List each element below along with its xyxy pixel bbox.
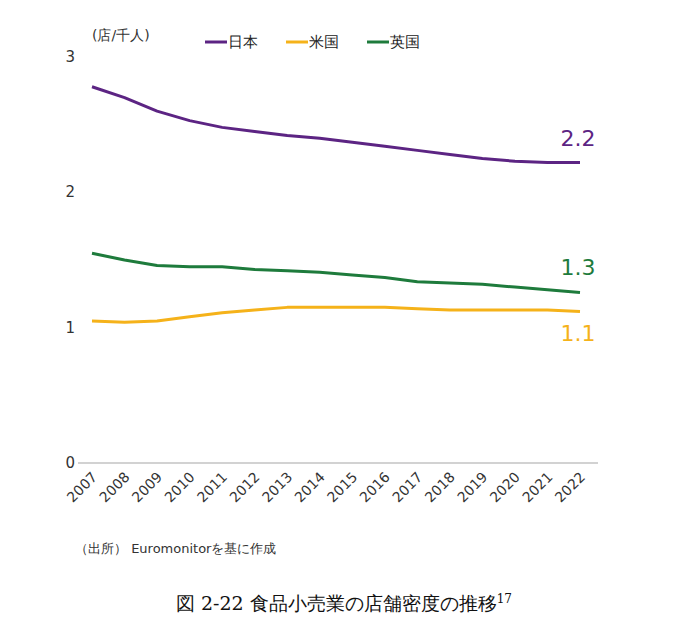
legend-swatch (205, 41, 227, 44)
chart-title: 図 2-22 食品小売業の店舗密度の推移17 (176, 592, 512, 614)
series-line (92, 253, 580, 292)
y-tick-label: 2 (65, 183, 75, 201)
data-label: 1.3 (561, 255, 596, 280)
title-footnote: 17 (497, 592, 512, 606)
chart-svg: (店/千人)0123200720082009201020112012201320… (0, 0, 688, 644)
x-tick-label: 2007 (64, 469, 101, 506)
x-tick-label: 2020 (487, 469, 524, 506)
x-tick-label: 2022 (552, 469, 589, 506)
x-tick-label: 2021 (519, 469, 556, 506)
data-label: 2.2 (561, 126, 596, 151)
y-tick (75, 463, 78, 464)
x-tick-label: 2009 (129, 469, 166, 506)
data-label: 1.1 (561, 321, 596, 346)
y-tick-label: 1 (65, 319, 75, 337)
legend-label: 英国 (390, 33, 420, 51)
y-tick (75, 327, 78, 328)
y-tick (75, 192, 78, 193)
series-line (92, 87, 580, 163)
lines (92, 87, 580, 322)
legend-label: 日本 (228, 33, 258, 51)
title-text: 図 2-22 食品小売業の店舗密度の推移 (176, 592, 497, 614)
x-tick-label: 2016 (356, 469, 393, 506)
legend-swatch (286, 41, 308, 44)
x-tick-label: 2019 (454, 469, 491, 506)
x-tick-label: 2014 (291, 469, 328, 506)
x-tick-label: 2011 (194, 469, 231, 506)
x-tick-label: 2013 (259, 469, 296, 506)
x-tick-label: 2010 (161, 469, 198, 506)
y-tick-label: 0 (65, 454, 75, 472)
y-axis-label: (店/千人) (92, 27, 150, 43)
source-note: （出所） Euromonitorを基に作成 (75, 541, 276, 556)
series-line (92, 307, 580, 322)
x-tick-label: 2018 (421, 469, 458, 506)
legend-label: 米国 (309, 33, 339, 51)
x-axis-line (78, 462, 598, 463)
x-tick-label: 2008 (96, 469, 133, 506)
x-tick-label: 2012 (226, 469, 263, 506)
legend-swatch (367, 41, 389, 44)
y-tick-label: 3 (65, 48, 75, 66)
chart-container: (店/千人)0123200720082009201020112012201320… (0, 0, 688, 644)
x-tick-label: 2017 (389, 469, 426, 506)
y-tick (75, 57, 78, 58)
x-tick-label: 2015 (324, 469, 361, 506)
